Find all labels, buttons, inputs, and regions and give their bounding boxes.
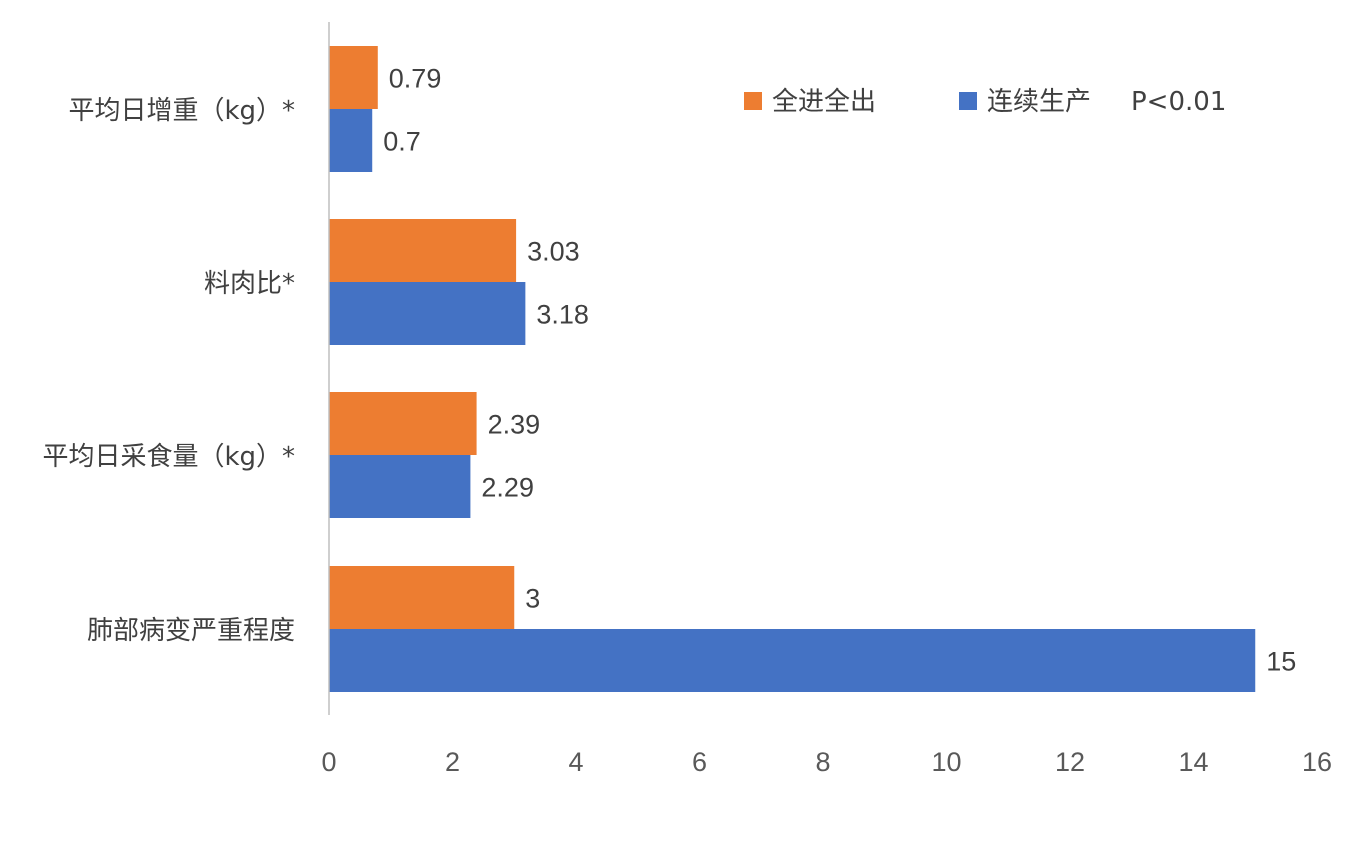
x-tick-label: 12 — [1055, 747, 1085, 777]
axis-layer: 0 2 4 6 8 10 12 14 16 — [321, 22, 1332, 777]
category-label: 料肉比* — [204, 269, 295, 299]
x-tick-label: 10 — [931, 747, 961, 777]
x-tick-label: 2 — [445, 747, 460, 777]
data-label: 3.03 — [527, 237, 580, 267]
x-tick-label: 4 — [568, 747, 583, 777]
bar-all-in-all-out-0 — [329, 46, 378, 109]
labels-layer: 0.79 0.7 平均日增重（kg）* 3.03 3.18 料肉比* 2.39 2.29 平均日… — [42, 64, 1296, 677]
x-tick-label: 16 — [1302, 747, 1332, 777]
legend-label: 全进全出 — [772, 87, 876, 117]
data-label: 2.39 — [488, 410, 541, 440]
bars-layer — [329, 46, 1256, 692]
x-tick-label: 14 — [1178, 747, 1208, 777]
data-label: 3 — [525, 584, 540, 614]
bar-all-in-all-out-2 — [329, 392, 477, 455]
bar-all-in-all-out-1 — [329, 219, 517, 282]
legend-label: 连续生产 — [987, 87, 1091, 117]
category-label: 平均日增重（kg）* — [68, 96, 295, 126]
legend-swatch — [959, 92, 977, 110]
data-label: 0.7 — [383, 127, 421, 157]
data-label: 0.79 — [389, 64, 442, 94]
legend-swatch — [744, 92, 762, 110]
x-tick-label: 0 — [321, 747, 336, 777]
legend-note: P<0.01 — [1131, 87, 1226, 117]
bar-continuous-0 — [329, 109, 373, 172]
data-label: 2.29 — [481, 473, 534, 503]
bar-all-in-all-out-3 — [329, 566, 515, 629]
category-label: 平均日采食量（kg）* — [42, 442, 295, 472]
data-label: 15 — [1266, 647, 1296, 677]
x-tick-label: 6 — [692, 747, 707, 777]
data-label: 3.18 — [536, 300, 589, 330]
legend: 全进全出 连续生产 P<0.01 — [744, 87, 1226, 117]
x-tick-label: 8 — [815, 747, 830, 777]
bar-continuous-3 — [329, 629, 1256, 692]
bar-continuous-2 — [329, 455, 471, 518]
bar-continuous-1 — [329, 282, 526, 345]
category-label: 肺部病变严重程度 — [87, 616, 295, 646]
